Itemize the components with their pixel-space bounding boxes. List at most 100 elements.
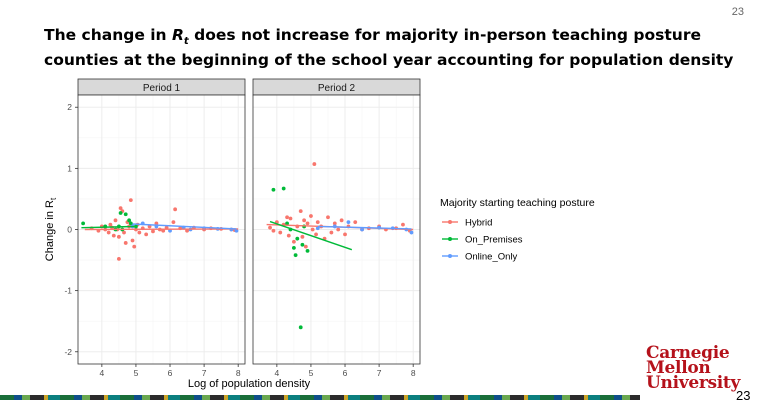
legend-entry-label: Online_Only — [465, 252, 518, 263]
data-point-hybrid — [286, 233, 291, 238]
data-point-hybrid — [173, 207, 178, 212]
data-point-hybrid — [312, 162, 317, 166]
y-tick-label: -1 — [64, 286, 72, 296]
data-point-hybrid — [336, 227, 341, 232]
slide-number-bottom: 23 — [736, 388, 751, 403]
trend-line-hybrid — [84, 228, 239, 231]
title-part2: does not increase for majority in-person… — [44, 26, 734, 70]
data-point-hybrid — [268, 225, 272, 230]
y-tick-label: 1 — [67, 163, 72, 173]
trend-line-online-only — [317, 225, 412, 230]
cmu-logo: Carnegie Mellon University — [646, 343, 741, 393]
data-point-hybrid — [113, 218, 118, 223]
data-point-online-only — [346, 220, 351, 225]
panel-border — [252, 94, 421, 365]
x-tick-label: 4 — [274, 368, 279, 378]
data-point-on-premises — [300, 242, 305, 247]
x-tick-label: 7 — [377, 368, 382, 378]
title-part1: The change in — [44, 26, 172, 44]
legend-key-point — [448, 254, 452, 258]
cmu-logo-line3: University — [646, 373, 741, 393]
legend-title: Majority starting teaching posture — [440, 197, 595, 209]
data-point-hybrid — [151, 229, 155, 234]
x-tick-label: 4 — [99, 368, 104, 378]
data-point-hybrid — [116, 256, 121, 261]
data-point-hybrid — [332, 221, 337, 226]
data-point-hybrid — [298, 209, 303, 214]
data-point-on-premises — [298, 325, 303, 330]
data-point-on-premises — [305, 248, 310, 253]
data-point-hybrid — [271, 228, 276, 233]
y-tick-label: 2 — [67, 102, 72, 112]
x-tick-label: 8 — [236, 368, 241, 378]
data-point-hybrid — [137, 230, 142, 235]
data-point-on-premises — [123, 212, 128, 217]
data-point-hybrid — [343, 232, 347, 237]
data-point-hybrid — [171, 220, 176, 225]
x-tick-label: 5 — [134, 368, 139, 378]
data-point-hybrid — [326, 215, 330, 220]
data-point-hybrid — [310, 227, 315, 232]
data-point-online-only — [234, 228, 239, 233]
data-point-hybrid — [122, 230, 126, 235]
title-r-symbol: Rt — [171, 26, 189, 48]
data-point-hybrid — [315, 220, 320, 225]
data-point-online-only — [360, 227, 364, 232]
data-point-on-premises — [285, 221, 289, 226]
data-point-hybrid — [106, 230, 111, 235]
decorative-bottom-strip — [0, 395, 640, 400]
data-point-hybrid — [305, 221, 310, 226]
trend-line-on-premises — [269, 220, 353, 251]
legend-entry-label: On_Premises — [465, 235, 523, 246]
y-tick-label: -2 — [64, 347, 72, 357]
x-tick-label: 5 — [309, 368, 314, 378]
data-point-hybrid — [339, 218, 344, 223]
data-point-hybrid — [285, 215, 289, 220]
data-point-on-premises — [295, 236, 300, 241]
trend-line-on-premises — [81, 225, 136, 229]
data-point-hybrid — [300, 234, 305, 239]
data-point-on-premises — [271, 187, 276, 192]
data-point-online-only — [409, 230, 414, 235]
legend-key-point — [448, 220, 452, 224]
x-tick-label: 7 — [202, 368, 207, 378]
x-axis-title: Log of population density — [188, 378, 311, 390]
data-point-on-premises — [291, 245, 296, 250]
x-tick-label: 6 — [343, 368, 348, 378]
legend-key-point — [448, 237, 452, 241]
data-point-hybrid — [154, 221, 159, 226]
data-point-hybrid — [128, 198, 133, 203]
data-point-hybrid — [401, 222, 405, 227]
data-point-hybrid — [353, 220, 358, 225]
title-r-subscript: t — [183, 36, 189, 48]
cmu-logo-line1: Carnegie — [646, 343, 730, 363]
x-tick-label: 6 — [168, 368, 173, 378]
data-point-on-premises — [281, 186, 286, 191]
cmu-logo-line2: Mellon — [646, 358, 711, 378]
data-point-on-premises — [128, 221, 133, 226]
data-point-hybrid — [309, 214, 313, 218]
data-point-hybrid — [118, 206, 123, 211]
data-point-hybrid — [303, 244, 308, 249]
data-point-hybrid — [302, 218, 307, 223]
data-point-online-only — [315, 226, 320, 231]
data-point-hybrid — [108, 222, 113, 227]
data-point-hybrid — [111, 233, 116, 238]
x-tick-label: 8 — [411, 368, 416, 378]
facet-label: Period 2 — [318, 83, 356, 94]
trend-line-online-only — [132, 223, 237, 230]
facet-label: Period 1 — [143, 83, 181, 94]
data-point-hybrid — [314, 232, 318, 237]
data-point-on-premises — [127, 218, 132, 223]
data-point-hybrid — [130, 238, 135, 243]
y-axis-title-subscript: t — [49, 197, 58, 200]
data-point-on-premises — [293, 253, 298, 258]
slide-number-top: 23 — [731, 6, 744, 18]
data-point-on-premises — [118, 211, 123, 215]
legend-entry-label: Hybrid — [465, 218, 492, 229]
slide-title: The change in Rt does not increase for m… — [44, 26, 734, 70]
data-point-hybrid — [278, 230, 283, 235]
data-point-hybrid — [116, 234, 121, 239]
data-point-hybrid — [288, 216, 293, 221]
